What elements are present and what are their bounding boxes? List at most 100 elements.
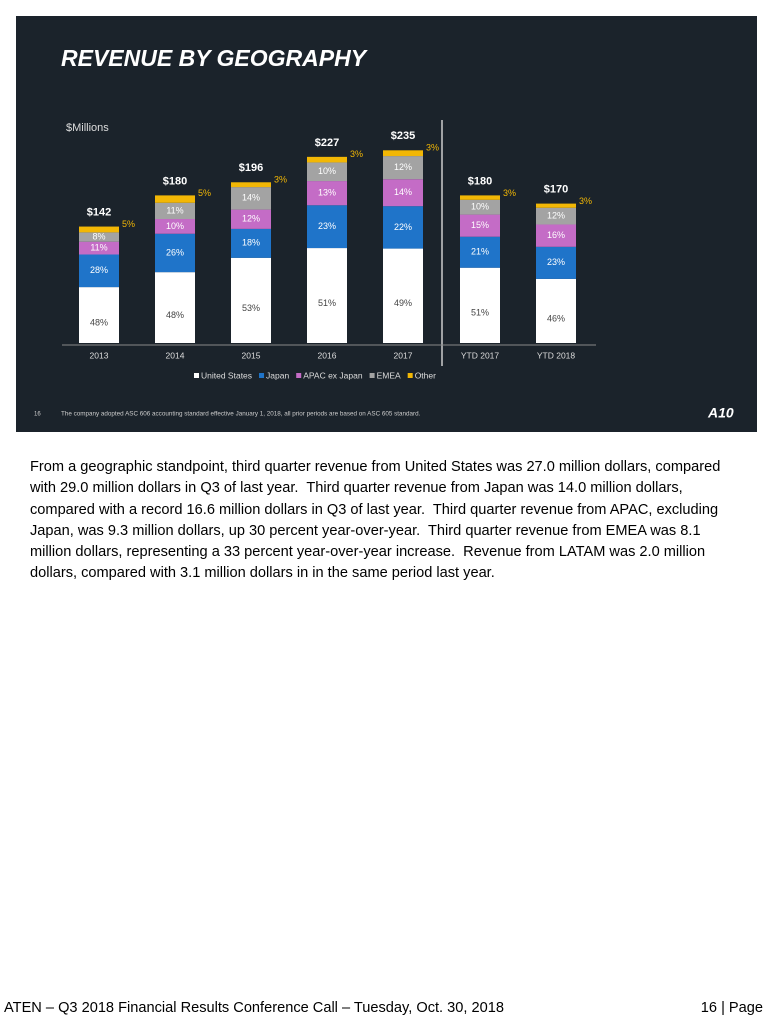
bar-segment [79, 254, 119, 288]
data-label: 3% [350, 149, 363, 159]
data-label: 12% [394, 162, 412, 172]
data-label: 14% [242, 193, 260, 203]
total-label: $180 [163, 175, 187, 187]
data-label: 23% [547, 257, 565, 267]
legend-label: Japan [266, 370, 289, 380]
total-label: $142 [87, 206, 111, 218]
data-label: 51% [471, 308, 489, 318]
bar-segment [460, 199, 500, 215]
bar-segment [383, 150, 423, 157]
footnote: The company adopted ASC 606 accounting s… [61, 411, 421, 418]
data-label: 15% [471, 220, 489, 230]
bar-segment [460, 236, 500, 268]
legend-label: United States [201, 370, 252, 380]
bar-segment [460, 195, 500, 200]
logo: A10 [707, 405, 734, 421]
data-label: 28% [90, 265, 108, 275]
data-label: 23% [318, 221, 336, 231]
data-label: 48% [90, 317, 108, 327]
bar-segment [307, 181, 347, 206]
bar-segment [383, 156, 423, 180]
total-label: $180 [468, 175, 492, 187]
data-label: 49% [394, 298, 412, 308]
bar-segment [307, 156, 347, 163]
total-label: $227 [315, 137, 339, 149]
total-label: $235 [391, 130, 415, 142]
bar-segment [231, 187, 271, 210]
data-label: 10% [166, 221, 184, 231]
x-tick-label: 2014 [166, 350, 185, 360]
bar-segment [536, 278, 576, 343]
data-label: 22% [394, 222, 412, 232]
x-tick-label: 2015 [242, 350, 261, 360]
data-label: 21% [471, 247, 489, 257]
data-label: 12% [242, 214, 260, 224]
data-label: 12% [547, 211, 565, 221]
bar-segment [79, 241, 119, 255]
data-label: 46% [547, 313, 565, 323]
data-label: 11% [90, 242, 107, 252]
x-tick-label: YTD 2017 [461, 350, 500, 360]
bar-segment [79, 226, 119, 233]
x-tick-label: YTD 2018 [537, 350, 576, 360]
data-label: 10% [318, 166, 336, 176]
data-label: 3% [503, 188, 516, 198]
bar-segment [155, 195, 195, 203]
bar-segment [383, 248, 423, 343]
legend-swatch [369, 373, 375, 378]
bar-segment [536, 203, 576, 208]
bar-segment [307, 162, 347, 182]
data-label: 5% [198, 188, 211, 198]
data-label: 13% [318, 188, 336, 198]
slide-title: REVENUE BY GEOGRAPHY [61, 45, 369, 71]
slide: REVENUE BY GEOGRAPHY $Millions 16 The co… [16, 16, 757, 432]
bar-segment [536, 224, 576, 247]
data-label: 3% [426, 143, 439, 153]
data-label: 18% [242, 238, 260, 248]
total-label: $196 [239, 162, 263, 174]
x-tick-label: 2013 [90, 350, 109, 360]
legend-swatch [407, 373, 413, 378]
bar-segment [231, 228, 271, 258]
bar-segment [383, 206, 423, 249]
data-label: 16% [547, 230, 565, 240]
bar-segment [155, 233, 195, 273]
bar-segment [79, 287, 119, 343]
bar-segment [536, 207, 576, 225]
data-label: 26% [166, 247, 184, 257]
legend-swatch [194, 373, 199, 378]
page-number: 16 [34, 412, 41, 418]
data-label: 14% [394, 187, 412, 197]
bar-segment [231, 209, 271, 229]
legend-swatch [259, 373, 265, 378]
unit-label: $Millions [66, 122, 109, 134]
legend-label: EMEA [377, 370, 401, 380]
bar-segment [155, 219, 195, 234]
legend-swatch [296, 373, 302, 378]
data-label: 10% [471, 202, 489, 212]
bar-segment [307, 248, 347, 343]
bar-segment [307, 205, 347, 249]
bar-segment [460, 267, 500, 343]
data-label: 48% [166, 310, 184, 320]
bar-segment [155, 272, 195, 343]
bar-segment [231, 257, 271, 343]
footer-right: 16 | Page [700, 1000, 763, 1016]
body-paragraph: From a geographic standpoint, third quar… [30, 459, 725, 582]
data-label: 8% [92, 231, 105, 241]
legend-label: APAC ex Japan [303, 370, 363, 380]
bar-segment [155, 202, 195, 220]
bar-segment [536, 246, 576, 279]
bar-segment [460, 214, 500, 237]
legend-label: Other [415, 370, 436, 380]
data-label: 11% [166, 205, 183, 215]
x-tick-label: 2017 [394, 350, 413, 360]
data-label: 3% [579, 196, 592, 206]
x-tick-label: 2016 [318, 350, 337, 360]
bar-segment [231, 182, 271, 188]
data-label: 51% [318, 298, 336, 308]
footer-left: ATEN – Q3 2018 Financial Results Confere… [4, 1000, 504, 1016]
bar-segment [383, 179, 423, 207]
data-label: 5% [122, 219, 135, 229]
